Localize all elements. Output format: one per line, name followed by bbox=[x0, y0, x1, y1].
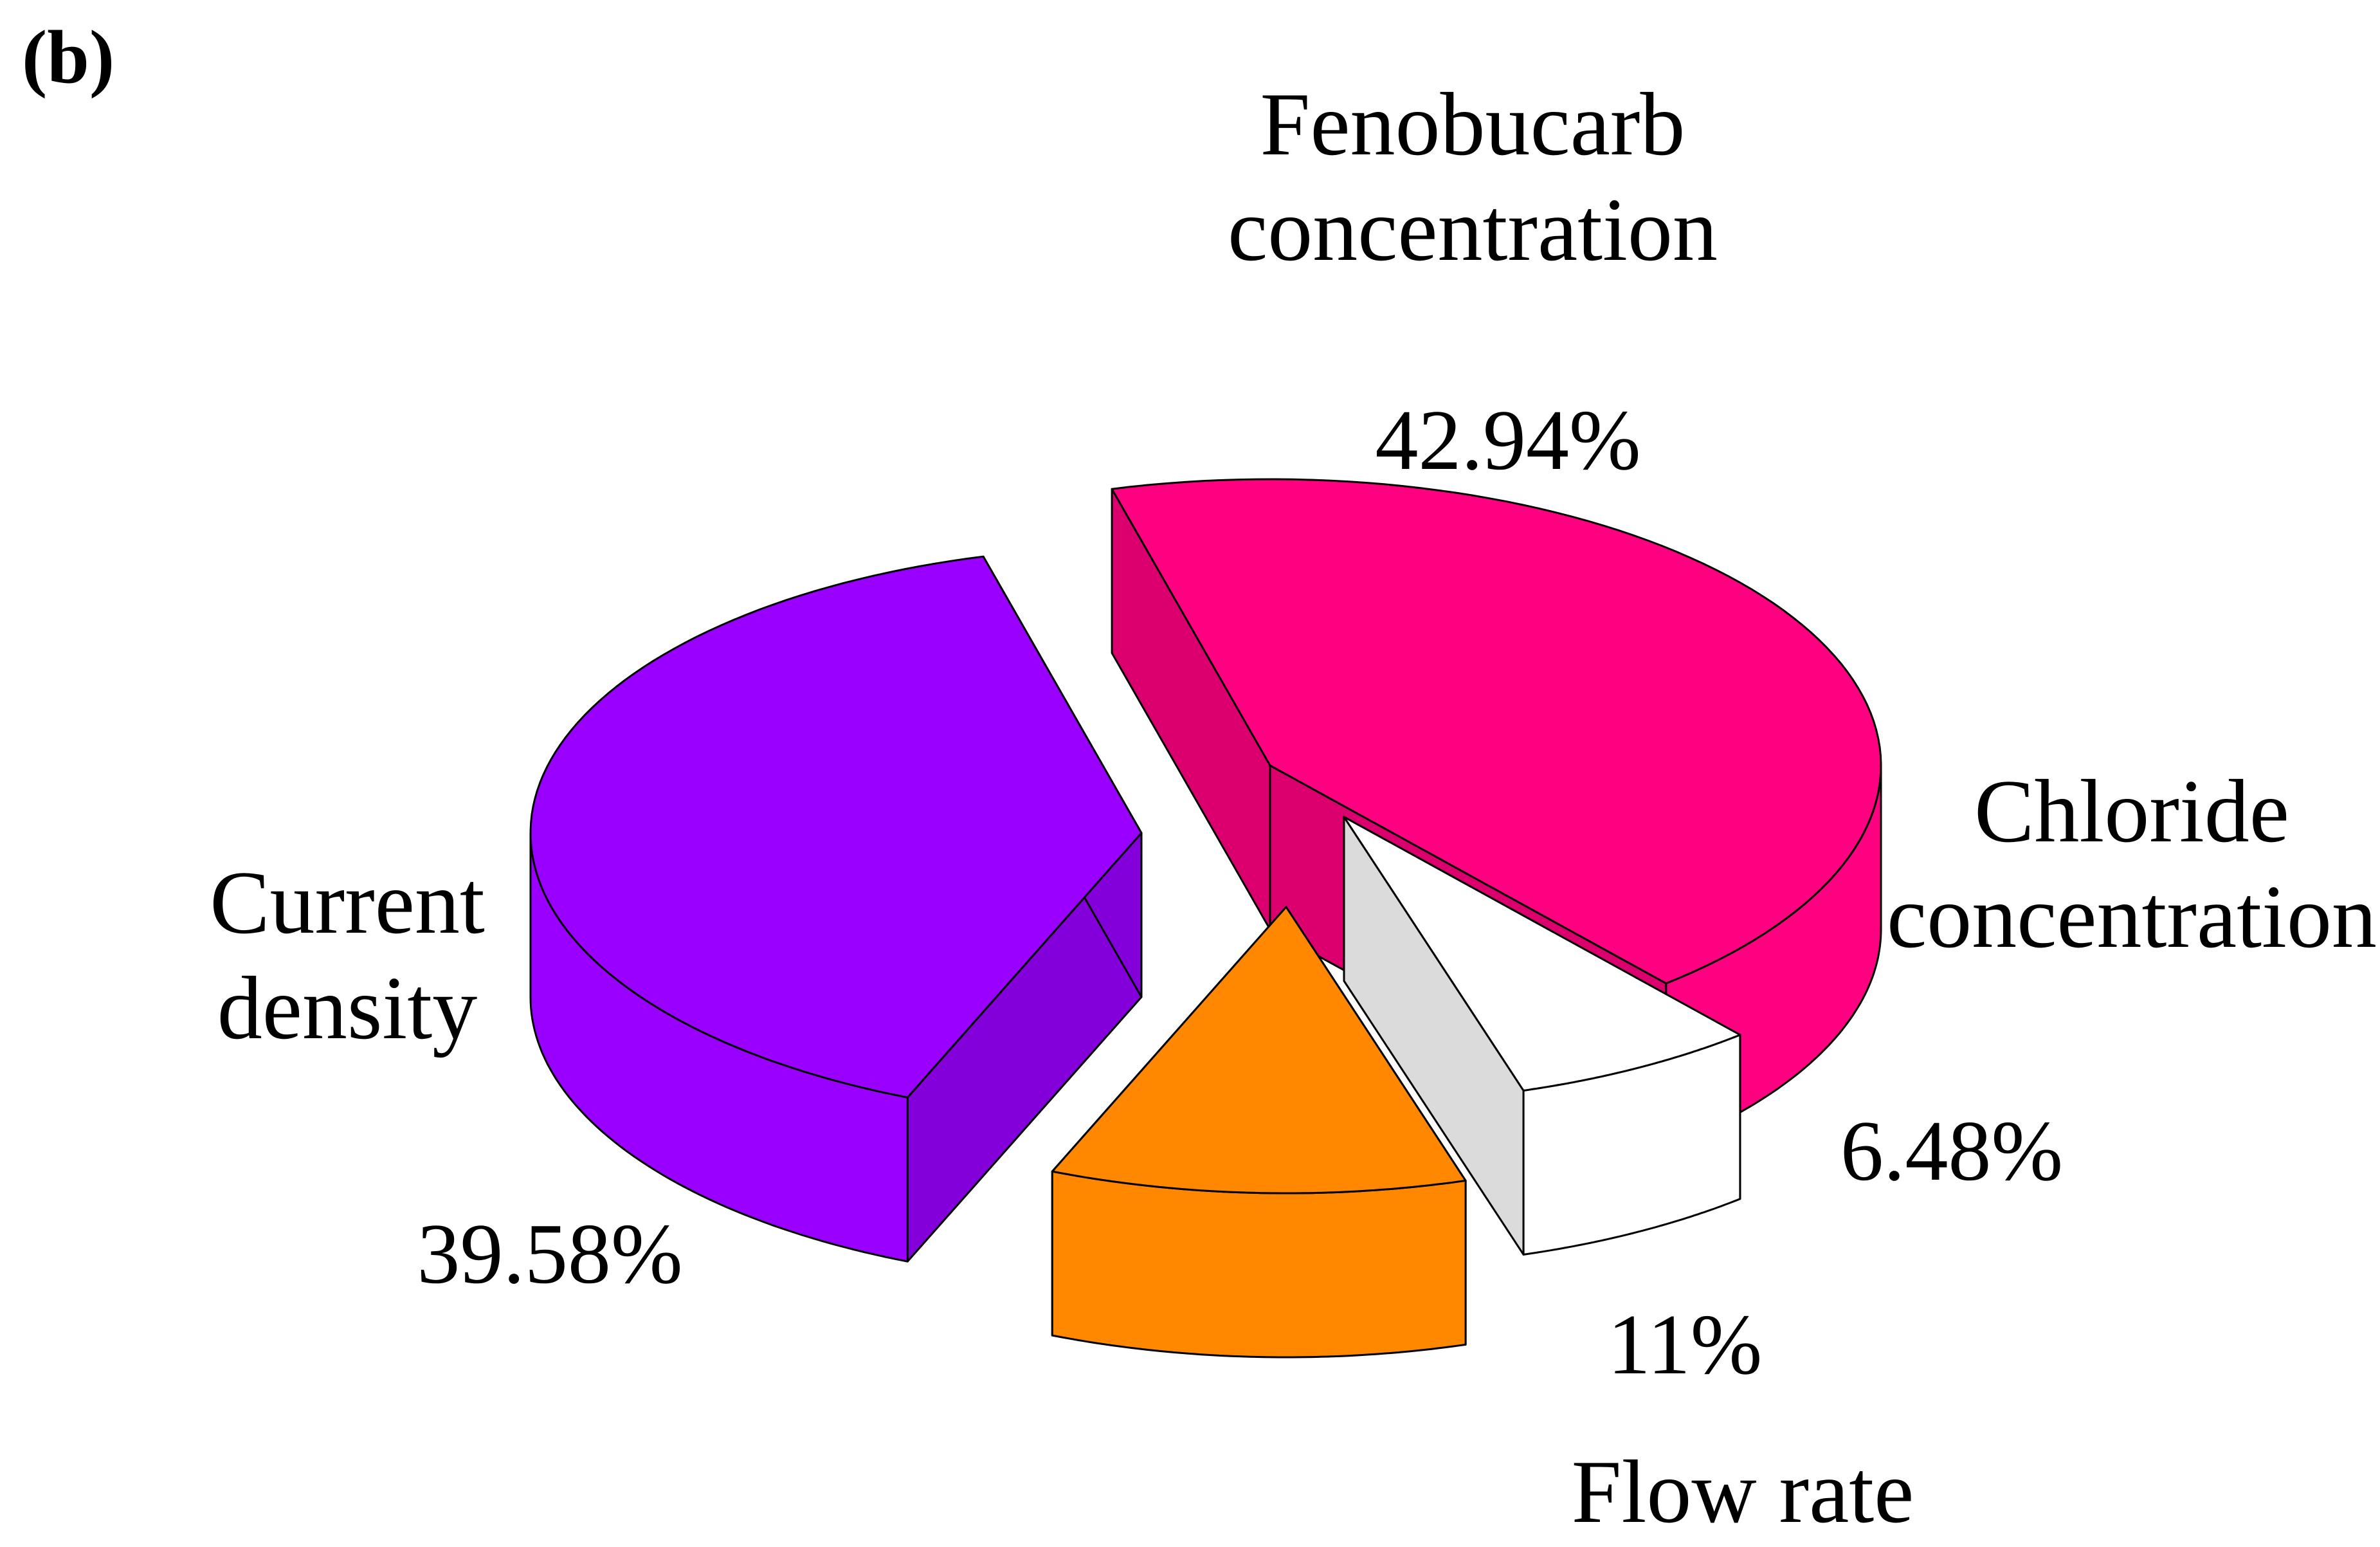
pie-slice bbox=[1051, 906, 1467, 1195]
slice-name-line: Fenobucarb bbox=[1260, 75, 1685, 174]
slice-name-line: concentration bbox=[1228, 180, 1718, 280]
slice-name-label: Fenobucarb concentration bbox=[1228, 72, 1718, 283]
slice-name-line: concentration bbox=[1887, 867, 2377, 967]
pie-slice bbox=[1343, 816, 1741, 1092]
slice-name-line: Current bbox=[210, 853, 485, 953]
slice-value-label: 39.58% bbox=[417, 1206, 683, 1301]
pie-slice-wall bbox=[1051, 1170, 1467, 1359]
slice-name-line: Chloride bbox=[1974, 762, 2289, 861]
slice-name-label: Current density bbox=[210, 850, 485, 1061]
slice-name-line: density bbox=[217, 958, 478, 1058]
slice-name-line: Flow rate bbox=[1571, 1442, 1914, 1542]
slice-value-label: 11% bbox=[1607, 1297, 1763, 1392]
slice-name-label: Flow rate bbox=[1572, 1440, 1914, 1545]
slice-name-label: Chloride concentration bbox=[1887, 759, 2377, 970]
slice-value-label: 42.94% bbox=[1375, 392, 1641, 488]
pie-slice bbox=[1111, 478, 1882, 985]
slice-value-label: 6.48% bbox=[1840, 1103, 2064, 1198]
panel-label: (b) bbox=[22, 15, 115, 99]
pie-slice bbox=[529, 555, 1143, 1099]
